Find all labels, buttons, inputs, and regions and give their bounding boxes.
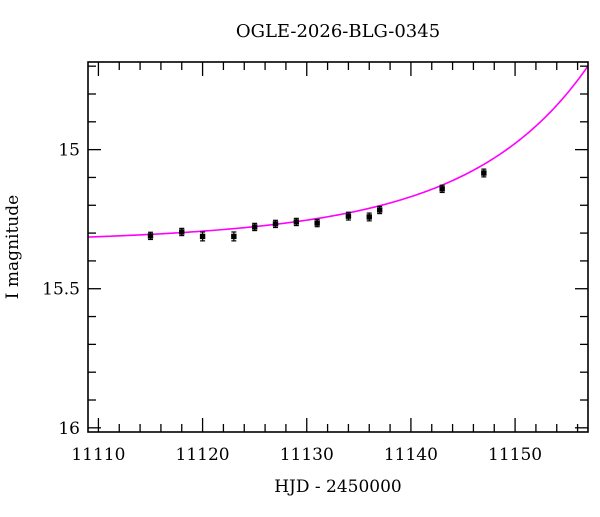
data-point <box>147 231 154 241</box>
data-point <box>345 211 352 221</box>
point-marker <box>314 220 320 226</box>
plot-frame <box>87 61 589 433</box>
point-marker <box>272 221 279 227</box>
x-tick-label: 11140 <box>384 445 438 465</box>
data-point <box>376 205 383 215</box>
point-marker <box>147 233 154 239</box>
y-tick-labels: 15 15.5 16 <box>42 141 80 439</box>
model-curve <box>88 65 588 238</box>
data-point <box>231 231 237 242</box>
x-axis-label: HJD - 2450000 <box>274 477 402 497</box>
data-point <box>314 218 320 228</box>
axis-ticks <box>88 62 588 432</box>
data-point <box>366 212 372 222</box>
point-marker <box>199 233 206 240</box>
y-tick-label: 16 <box>58 419 80 439</box>
y-tick-label: 15 <box>58 141 80 161</box>
microlensing-model-path <box>88 65 588 238</box>
point-marker <box>376 207 383 213</box>
x-tick-label: 11130 <box>280 445 334 465</box>
x-tick-label: 11110 <box>71 445 125 465</box>
y-tick-label: 15.5 <box>42 280 80 300</box>
data-point <box>293 217 300 227</box>
data-points <box>147 168 487 242</box>
y-axis-label: I magnitude <box>3 195 23 299</box>
data-point <box>179 227 185 237</box>
axes-frame <box>87 61 589 433</box>
point-marker <box>345 213 352 219</box>
data-point <box>439 184 445 194</box>
x-tick-label: 11120 <box>176 445 230 465</box>
point-marker <box>439 186 445 192</box>
data-point <box>481 168 487 178</box>
chart-title: OGLE-2026-BLG-0345 <box>236 21 440 42</box>
point-marker <box>293 219 300 225</box>
data-point <box>251 222 258 232</box>
x-tick-labels: 11110 11120 11130 11140 11150 <box>71 445 542 465</box>
data-point <box>199 231 206 242</box>
x-tick-label: 11150 <box>488 445 542 465</box>
data-point <box>272 219 279 229</box>
point-marker <box>231 233 237 240</box>
point-marker <box>366 214 372 220</box>
point-marker <box>179 229 185 235</box>
point-marker <box>251 224 258 230</box>
point-marker <box>481 170 487 176</box>
